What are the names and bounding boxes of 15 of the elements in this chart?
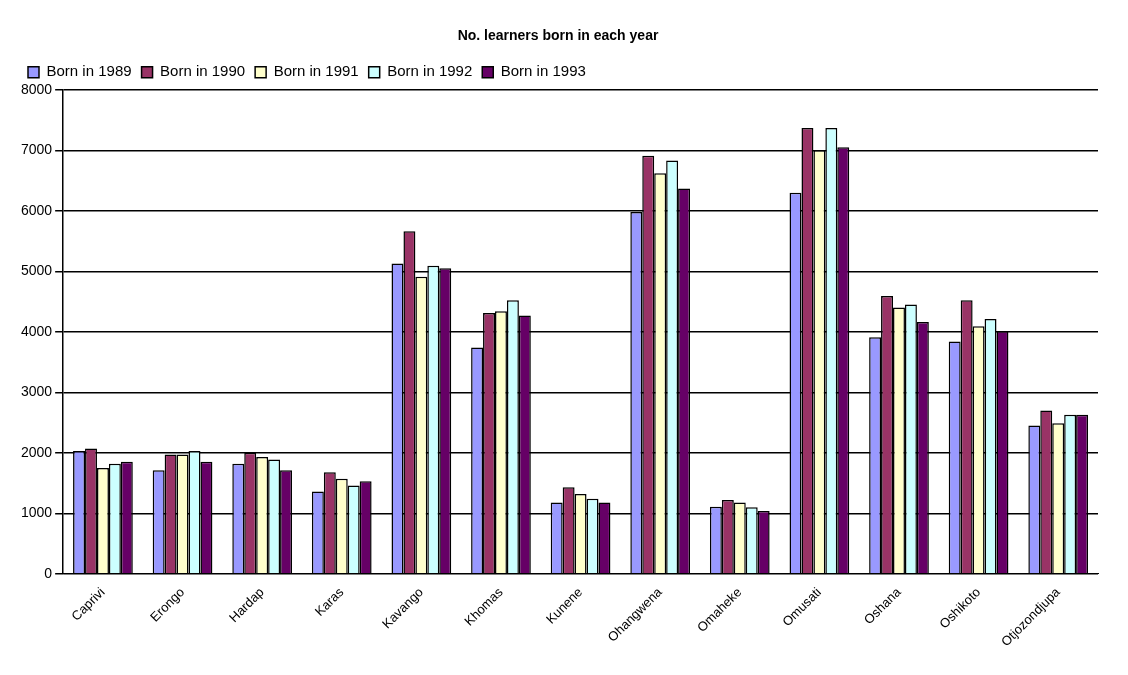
y-tick-label: 0 [44, 564, 53, 581]
y-tick-label: 8000 [20, 80, 53, 97]
legend-label: Born in 1992 [387, 62, 473, 80]
y-tick-label: 4000 [20, 322, 53, 339]
y-tick-label: 1000 [20, 504, 53, 521]
y-tick-label: 7000 [20, 141, 53, 158]
legend-label: Born in 1990 [160, 62, 246, 80]
y-tick-label: 3000 [20, 383, 53, 400]
legend-label: Born in 1991 [273, 62, 359, 80]
legend-label: Born in 1993 [500, 62, 586, 80]
y-tick-label: 6000 [20, 201, 53, 218]
y-tick-label: 2000 [20, 443, 53, 460]
chart-title: No. learners born in each year [457, 27, 659, 44]
legend-label: Born in 1989 [46, 62, 132, 80]
y-tick-label: 5000 [20, 262, 53, 279]
